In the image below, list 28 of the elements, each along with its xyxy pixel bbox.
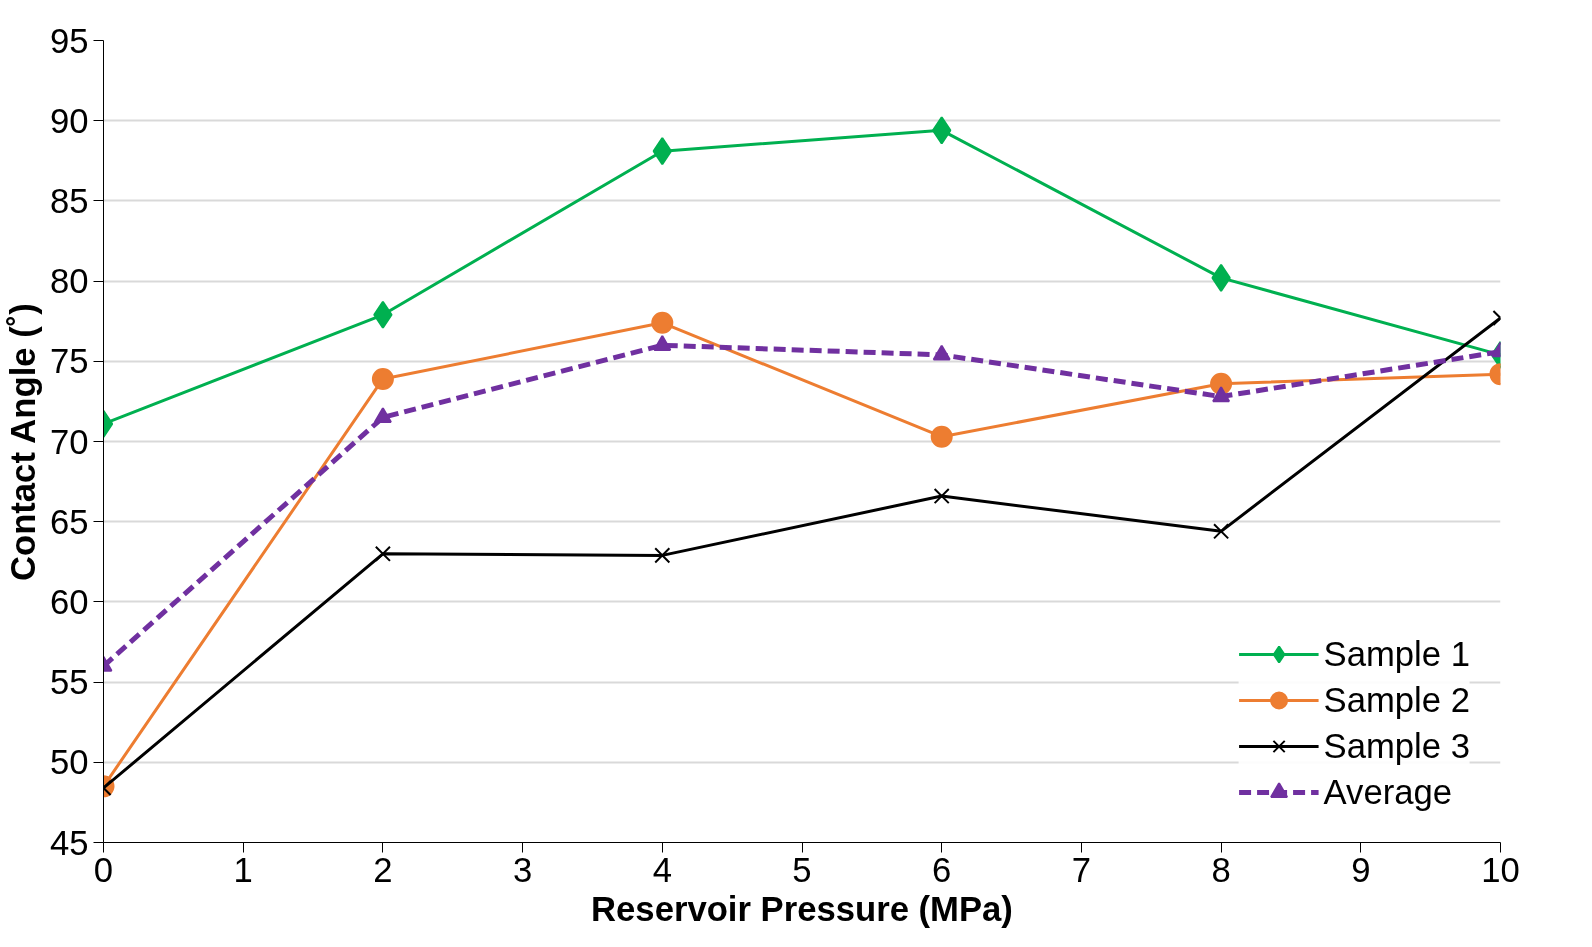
legend-label: Sample 1 <box>1323 634 1470 674</box>
x-tick-label: 7 <box>1071 850 1092 889</box>
x-tick-label: 10 <box>1481 850 1520 889</box>
x-tick-label: 3 <box>512 850 533 889</box>
y-axis-title: Contact Angle (˚) <box>3 303 42 582</box>
x-tick-label: 6 <box>932 850 952 889</box>
x-tick-label: 2 <box>373 850 393 889</box>
y-tick-label: 75 <box>49 342 89 381</box>
legend-label: Average <box>1323 772 1453 812</box>
y-tick-label: 70 <box>49 422 89 461</box>
y-tick-label: 80 <box>49 262 89 301</box>
y-tick-label: 50 <box>49 743 89 782</box>
x-axis-title: Reservoir Pressure (MPa) <box>591 889 1013 928</box>
legend-label: Sample 2 <box>1323 680 1470 720</box>
x-tick-label: 1 <box>233 850 253 889</box>
x-tick-label: 9 <box>1351 850 1371 889</box>
y-tick-label: 95 <box>49 21 89 60</box>
y-tick-label: 90 <box>49 101 89 140</box>
x-tick-label: 8 <box>1211 850 1231 889</box>
y-tick-label: 45 <box>49 823 89 862</box>
y-tick-label: 85 <box>49 181 89 220</box>
y-tick-label: 55 <box>49 663 89 702</box>
x-tick-label: 0 <box>93 850 114 889</box>
y-tick-label: 60 <box>49 582 89 621</box>
x-tick-label: 4 <box>652 850 672 889</box>
x-tick-label: 5 <box>792 850 812 889</box>
y-tick-label: 65 <box>49 502 89 541</box>
legend-label: Sample 3 <box>1323 726 1470 766</box>
